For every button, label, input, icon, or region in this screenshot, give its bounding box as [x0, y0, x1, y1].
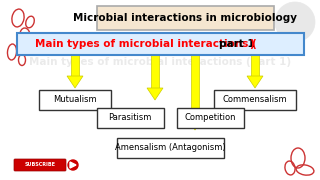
FancyBboxPatch shape: [39, 90, 111, 110]
FancyBboxPatch shape: [97, 6, 274, 30]
Circle shape: [68, 160, 78, 170]
Polygon shape: [247, 76, 263, 88]
Text: Main types of microbial interactions (part 1): Main types of microbial interactions (pa…: [29, 57, 291, 67]
Bar: [251, 55, 259, 76]
Polygon shape: [147, 88, 163, 100]
Polygon shape: [187, 118, 203, 130]
Circle shape: [275, 2, 315, 42]
Bar: [71, 55, 79, 76]
FancyBboxPatch shape: [177, 108, 244, 128]
Text: Commensalism: Commensalism: [223, 96, 287, 105]
FancyBboxPatch shape: [17, 33, 303, 55]
Bar: [151, 55, 159, 88]
Polygon shape: [67, 76, 83, 88]
Text: ): ): [249, 39, 254, 49]
Text: part 1: part 1: [219, 39, 255, 49]
FancyBboxPatch shape: [214, 90, 296, 110]
Text: Main types of microbial interactions (: Main types of microbial interactions (: [35, 39, 256, 49]
FancyBboxPatch shape: [14, 159, 66, 171]
Polygon shape: [70, 162, 76, 168]
Bar: [191, 55, 199, 118]
Text: Microbial interactions in microbiology: Microbial interactions in microbiology: [73, 13, 297, 23]
FancyBboxPatch shape: [116, 138, 223, 158]
Text: Amensalism (Antagonism): Amensalism (Antagonism): [115, 143, 225, 152]
Text: SUBSCRIBE: SUBSCRIBE: [25, 163, 55, 168]
Text: Mutualism: Mutualism: [53, 96, 97, 105]
FancyBboxPatch shape: [97, 108, 164, 128]
Text: Parasitism: Parasitism: [108, 114, 152, 123]
Text: Competition: Competition: [184, 114, 236, 123]
